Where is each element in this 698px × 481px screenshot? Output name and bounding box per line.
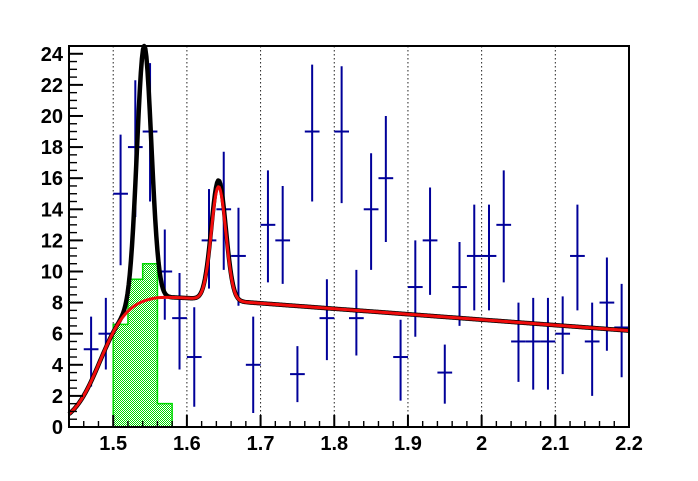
x-axis-label: 2: [476, 433, 487, 455]
y-axis-label: 20: [41, 106, 63, 128]
x-axis-label: 1.6: [173, 433, 201, 455]
y-axis-label: 14: [41, 199, 64, 221]
y-axis-label: 0: [52, 417, 63, 439]
x-axis-label: 2.2: [615, 433, 643, 455]
y-axis-label: 8: [52, 293, 63, 315]
ticks-group: [69, 45, 630, 428]
x-axis-label: 1.9: [394, 433, 422, 455]
x-axis-label: 1.5: [99, 433, 127, 455]
y-axis-label: 6: [52, 324, 63, 346]
y-axis-label: 4: [52, 355, 64, 377]
green-histogram: [112, 262, 173, 428]
x-axis-label: 1.7: [247, 433, 275, 455]
y-axis-label: 10: [41, 261, 63, 283]
red-fit-curve: [68, 185, 629, 416]
y-axis-label: 12: [41, 230, 63, 252]
x-axis-label: 2.1: [541, 433, 569, 455]
y-axis-label: 22: [41, 75, 63, 97]
y-axis-label: 18: [41, 137, 63, 159]
y-axis-label: 2: [52, 386, 63, 408]
y-axis-label: 16: [41, 168, 63, 190]
y-axis-label: 24: [41, 44, 64, 66]
x-axis-label: 1.8: [320, 433, 348, 455]
